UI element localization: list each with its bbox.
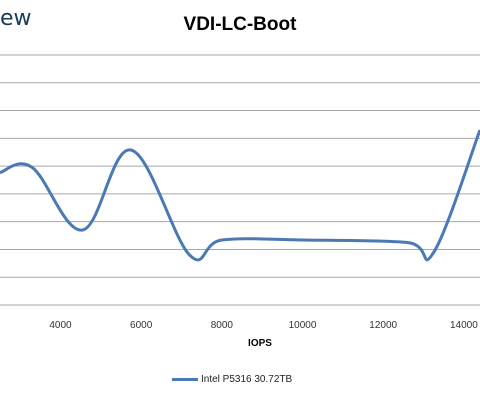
x-tick-label: 10000: [289, 320, 317, 331]
chart-title: VDI-LC-Boot: [183, 14, 297, 35]
x-tick-label: 6000: [130, 320, 153, 331]
legend: Intel P5316 30.72TB: [172, 374, 292, 385]
legend-swatch: [172, 378, 198, 381]
series-line: [0, 129, 480, 262]
legend-label: Intel P5316 30.72TB: [201, 374, 293, 385]
logo-text: ew: [0, 6, 32, 31]
x-tick-label: 14000: [450, 320, 478, 331]
x-axis-label: IOPS: [248, 338, 272, 349]
x-tick-label: 12000: [369, 320, 397, 331]
x-tick-label: 8000: [211, 320, 234, 331]
x-tick-label: 4000: [49, 320, 72, 331]
